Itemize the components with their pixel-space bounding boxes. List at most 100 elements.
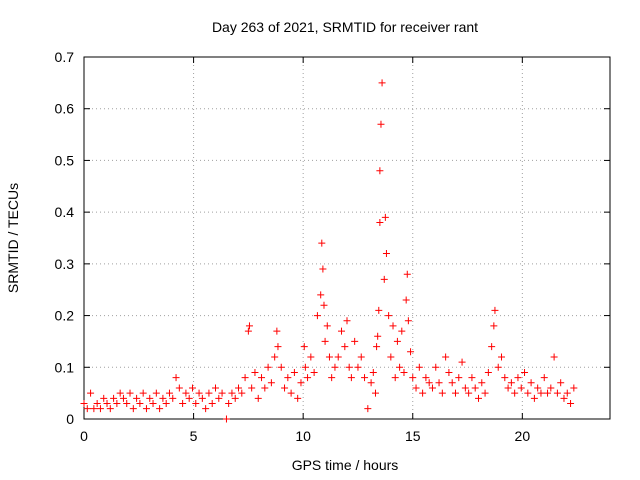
- data-point: [387, 353, 395, 361]
- data-point: [540, 374, 548, 382]
- data-point: [354, 363, 362, 371]
- data-point: [377, 120, 385, 128]
- data-point: [287, 389, 295, 397]
- data-point: [517, 384, 525, 392]
- data-point: [244, 327, 252, 335]
- data-point: [238, 389, 246, 397]
- data-point: [297, 379, 305, 387]
- data-point: [318, 239, 326, 247]
- data-point: [498, 353, 506, 361]
- data-point: [103, 399, 111, 407]
- y-axis-label: SRMTID / TECUs: [5, 183, 21, 293]
- data-point: [254, 394, 262, 402]
- data-point: [129, 405, 137, 413]
- data-point: [202, 405, 210, 413]
- data-point: [511, 389, 519, 397]
- data-point: [313, 312, 321, 320]
- data-point: [212, 384, 219, 392]
- data-point: [369, 368, 377, 376]
- data-point: [106, 405, 114, 413]
- data-point: [364, 405, 372, 413]
- data-point: [267, 379, 275, 387]
- data-point: [415, 363, 423, 371]
- data-point: [294, 394, 302, 402]
- data-point: [396, 363, 404, 371]
- data-point: [402, 296, 410, 304]
- data-point: [478, 379, 486, 387]
- data-point: [172, 374, 180, 382]
- data-point: [504, 384, 512, 392]
- data-point: [361, 374, 369, 382]
- data-point: [188, 384, 196, 392]
- data-point: [419, 389, 427, 397]
- data-point: [412, 384, 420, 392]
- data-point: [400, 368, 408, 376]
- data-point: [378, 79, 386, 87]
- data-point: [345, 363, 353, 371]
- data-point: [208, 399, 216, 407]
- data-point: [215, 394, 223, 402]
- data-point: [185, 394, 193, 402]
- data-point: [321, 337, 329, 345]
- data-point: [567, 399, 575, 407]
- data-point: [100, 394, 108, 402]
- data-point: [393, 337, 401, 345]
- y-tick-label: 0: [66, 411, 74, 427]
- data-point: [307, 353, 315, 361]
- data-point: [277, 363, 285, 371]
- data-point: [507, 379, 515, 387]
- data-point: [300, 343, 308, 351]
- data-point: [248, 384, 256, 392]
- data-point: [465, 389, 473, 397]
- data-point: [284, 374, 292, 382]
- data-point: [133, 394, 141, 402]
- data-points: [80, 79, 578, 423]
- data-point: [273, 327, 281, 335]
- x-tick-label: 5: [190, 428, 198, 444]
- data-point: [245, 322, 253, 330]
- data-point: [192, 399, 200, 407]
- data-point: [228, 389, 236, 397]
- data-point: [165, 389, 173, 397]
- data-point: [544, 389, 552, 397]
- data-point: [373, 343, 381, 351]
- data-point: [438, 389, 446, 397]
- data-point: [258, 374, 266, 382]
- data-point: [152, 389, 160, 397]
- data-point: [461, 384, 469, 392]
- data-point: [455, 374, 463, 382]
- data-point: [428, 384, 436, 392]
- data-point: [537, 389, 545, 397]
- x-tick-label: 15: [405, 428, 421, 444]
- data-point: [527, 379, 535, 387]
- data-point: [475, 394, 482, 402]
- data-point: [338, 327, 346, 335]
- data-point: [488, 343, 496, 351]
- data-point: [409, 374, 417, 382]
- data-point: [146, 394, 154, 402]
- data-point: [403, 270, 411, 278]
- data-point: [425, 379, 433, 387]
- data-point: [550, 353, 558, 361]
- data-point: [445, 368, 453, 376]
- data-point: [320, 301, 328, 309]
- data-point: [319, 265, 327, 273]
- data-point: [481, 389, 489, 397]
- data-point: [198, 394, 206, 402]
- data-point: [376, 218, 384, 226]
- data-point: [123, 399, 131, 407]
- data-point: [560, 394, 568, 402]
- data-point: [435, 379, 443, 387]
- data-point: [341, 343, 349, 351]
- data-point: [357, 353, 365, 361]
- y-tick-label: 0.4: [55, 204, 75, 220]
- y-tick-label: 0.1: [55, 359, 75, 375]
- data-point: [570, 384, 578, 392]
- data-point: [274, 343, 282, 351]
- data-point: [534, 384, 542, 392]
- axis-ticks: [83, 56, 610, 420]
- data-point: [557, 379, 565, 387]
- data-point: [407, 348, 415, 356]
- data-point: [375, 306, 383, 314]
